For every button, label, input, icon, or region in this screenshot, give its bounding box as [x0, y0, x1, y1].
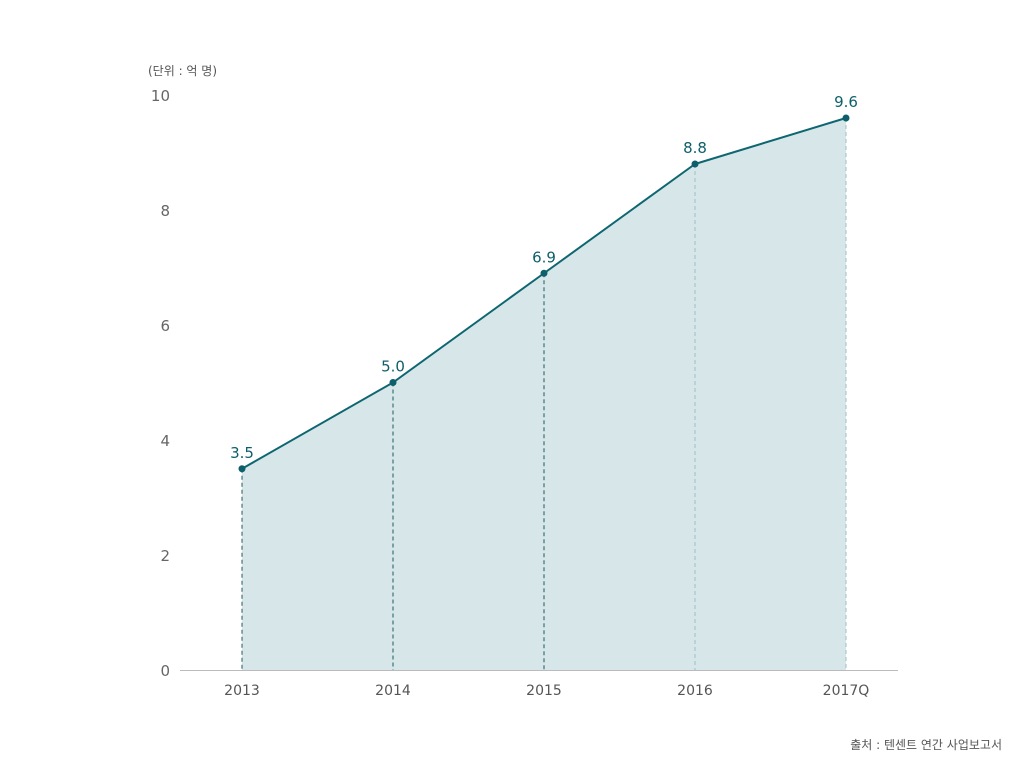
data-label-2017Q: 9.6: [834, 93, 858, 111]
x-tick-label-2015: 2015: [526, 683, 562, 699]
x-tick-label-2016: 2016: [677, 683, 713, 699]
marker-layer: [238, 114, 850, 473]
dropline-layer: [241, 118, 847, 670]
x-tick-label-2017Q: 2017Q: [823, 683, 870, 699]
y-tick-label-4: 4: [160, 432, 170, 450]
y-tick-label-10: 10: [151, 87, 170, 105]
y-tick-layer: 0 2 4 6 8 10: [151, 87, 170, 680]
data-point-2015: [540, 269, 548, 277]
source-label: 출처 : 텐센트 연간 사업보고서: [850, 738, 1002, 752]
y-tick-label-8: 8: [160, 202, 170, 220]
data-point-2017Q: [842, 114, 850, 122]
x-tick-layer: 2013 2014 2015 2016 2017Q: [224, 683, 869, 699]
data-label-2013: 3.5: [230, 444, 254, 462]
data-point-2014: [389, 379, 397, 386]
unit-label: (단위 : 억 명): [148, 64, 218, 78]
data-label-2015: 6.9: [532, 248, 556, 266]
data-label-layer: 3.5 5.0 6.9 8.8 9.6: [230, 93, 858, 462]
data-label-2014: 5.0: [381, 358, 405, 376]
data-label-2016: 8.8: [683, 139, 707, 157]
x-tick-label-2013: 2013: [224, 683, 260, 699]
data-point-2016: [691, 160, 699, 168]
y-tick-label-2: 2: [160, 547, 170, 565]
y-tick-label-6: 6: [160, 317, 170, 335]
x-tick-label-2014: 2014: [375, 683, 411, 699]
y-tick-label-0: 0: [160, 662, 170, 680]
data-point-2013: [238, 465, 246, 473]
